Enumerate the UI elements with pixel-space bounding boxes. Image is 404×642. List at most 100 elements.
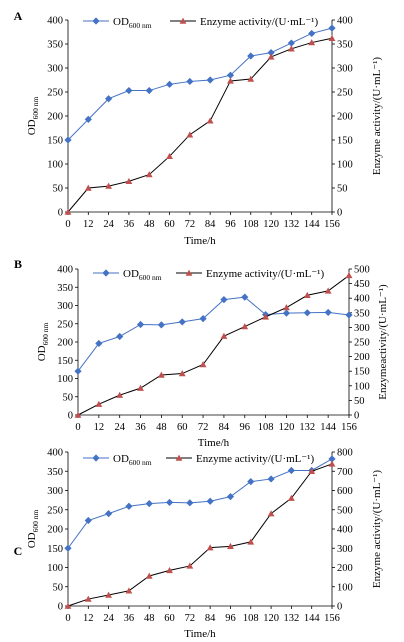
enzyme-point	[145, 572, 153, 579]
left-y-tick-label: 350	[47, 467, 63, 478]
od-point	[64, 544, 72, 552]
enzyme-point	[308, 467, 316, 474]
enzyme-point	[247, 75, 255, 82]
left-y-axis-title: OD600 nm	[26, 510, 40, 549]
x-tick-label: 48	[156, 422, 167, 433]
right-y-axis-title: Enzyme activity/(U·mL⁻¹)	[371, 57, 383, 175]
od-point	[206, 76, 214, 84]
x-tick-label: 24	[114, 422, 125, 433]
right-y-tick-label: 400	[354, 294, 370, 305]
left-y-tick-label: 200	[57, 338, 73, 349]
right-y-tick-label: 350	[354, 308, 370, 319]
right-y-tick-label: 200	[354, 352, 370, 363]
left-y-tick-label: 150	[47, 136, 63, 147]
left-y-tick-label: 150	[47, 544, 63, 555]
right-y-tick-label: 200	[337, 112, 353, 123]
left-y-tick-label: 300	[47, 486, 63, 497]
od-point	[186, 499, 194, 507]
enzyme-point	[95, 400, 103, 407]
panel-letter: C	[14, 544, 23, 558]
enzyme-point	[262, 313, 270, 320]
legend-od-label-sub: 600 nm	[129, 458, 152, 467]
enzyme-point	[241, 323, 249, 330]
x-tick-label: 0	[65, 613, 70, 624]
left-y-tick-label: 350	[47, 40, 63, 51]
enzyme-point	[145, 171, 153, 178]
od-point	[125, 502, 133, 510]
left-y-tick-label: 100	[57, 374, 73, 385]
legend-od-label: OD600 nm	[123, 268, 162, 282]
x-tick-label: 108	[243, 219, 259, 230]
enzyme-point	[267, 53, 275, 60]
right-y-tick-label: 500	[354, 265, 370, 276]
od-point	[165, 80, 174, 88]
od-point	[328, 24, 336, 32]
right-y-tick-label: 400	[337, 16, 353, 27]
enzyme-point	[84, 184, 92, 191]
enzyme-point	[324, 287, 332, 294]
left-y-axis-title: OD600 nm	[26, 97, 40, 136]
x-tick-label: 0	[75, 422, 80, 433]
enzyme-point	[267, 510, 275, 517]
right-y-tick-label: 600	[337, 486, 353, 497]
od-point	[267, 49, 275, 57]
x-tick-label: 84	[205, 219, 216, 230]
enzyme-point	[74, 411, 82, 418]
x-tick-label: 156	[324, 219, 340, 230]
legend-od-label: OD600 nm	[113, 453, 152, 467]
series-line-enzyme	[67, 463, 333, 607]
left-y-tick-label: 300	[47, 64, 63, 75]
legend-od-marker	[92, 17, 100, 25]
enzyme-point	[206, 117, 214, 124]
right-y-tick-label: 150	[337, 136, 353, 147]
series-line-od	[67, 27, 333, 141]
x-tick-label: 84	[219, 422, 230, 433]
right-y-tick-label: 50	[354, 396, 365, 407]
od-point	[186, 77, 194, 86]
x-tick-label: 132	[284, 613, 300, 624]
legend-od-label-sub: 600 nm	[139, 273, 162, 282]
left-y-tick-label: 250	[47, 88, 63, 99]
right-y-tick-label: 0	[337, 602, 342, 613]
x-tick-label: 84	[205, 613, 216, 624]
x-axis-title: Time/h	[198, 437, 230, 449]
x-tick-label: 96	[225, 613, 236, 624]
right-y-tick-label: 350	[337, 40, 353, 51]
chart-panel-a: A0 12 24 36 48 60 72 84 96 108 120 132 144 1560501001…	[14, 9, 383, 247]
x-tick-label: 48	[144, 613, 155, 624]
enzyme-point	[247, 538, 255, 545]
legend-enzyme-marker	[179, 17, 187, 24]
x-tick-label: 144	[304, 219, 321, 230]
left-y-tick-label: 250	[47, 505, 63, 516]
x-tick-label: 72	[198, 422, 209, 433]
left-y-tick-label: 300	[57, 301, 73, 312]
od-point	[328, 455, 336, 463]
right-y-tick-label: 300	[337, 544, 353, 555]
x-tick-label: 144	[304, 613, 321, 624]
legend-od-label-main: OD	[113, 16, 129, 28]
right-y-tick-label: 500	[337, 505, 353, 516]
right-y-tick-label: 150	[354, 367, 370, 378]
x-axis-title: Time/h	[184, 628, 216, 640]
x-tick-label: 0	[65, 219, 70, 230]
enzyme-point	[125, 177, 133, 184]
od-point	[84, 516, 92, 525]
right-y-tick-label: 300	[354, 323, 370, 334]
enzyme-point	[84, 595, 92, 602]
right-y-tick-label: 250	[337, 88, 353, 99]
x-tick-label: 12	[83, 219, 94, 230]
chart-panel-b: B0 12 24 36 48 60 72 84 96 108 120 132 144 1560501001…	[14, 257, 389, 449]
right-y-tick-label: 800	[337, 448, 353, 459]
x-axis-title: Time/h	[184, 235, 216, 247]
chart-panel-c: C0 12 24 36 48 60 72 84 96 108 120 132 144 1560501001…	[14, 448, 383, 641]
od-point	[74, 367, 82, 375]
left-y-axis-title-sub: 600 nm	[31, 510, 40, 533]
left-y-tick-label: 50	[63, 392, 74, 403]
enzyme-point	[116, 391, 124, 398]
od-point	[95, 339, 103, 348]
x-tick-label: 108	[243, 613, 259, 624]
x-tick-label: 24	[103, 219, 114, 230]
left-y-tick-label: 350	[57, 283, 73, 294]
panel-letter: B	[14, 257, 22, 271]
enzyme-point	[308, 39, 316, 46]
